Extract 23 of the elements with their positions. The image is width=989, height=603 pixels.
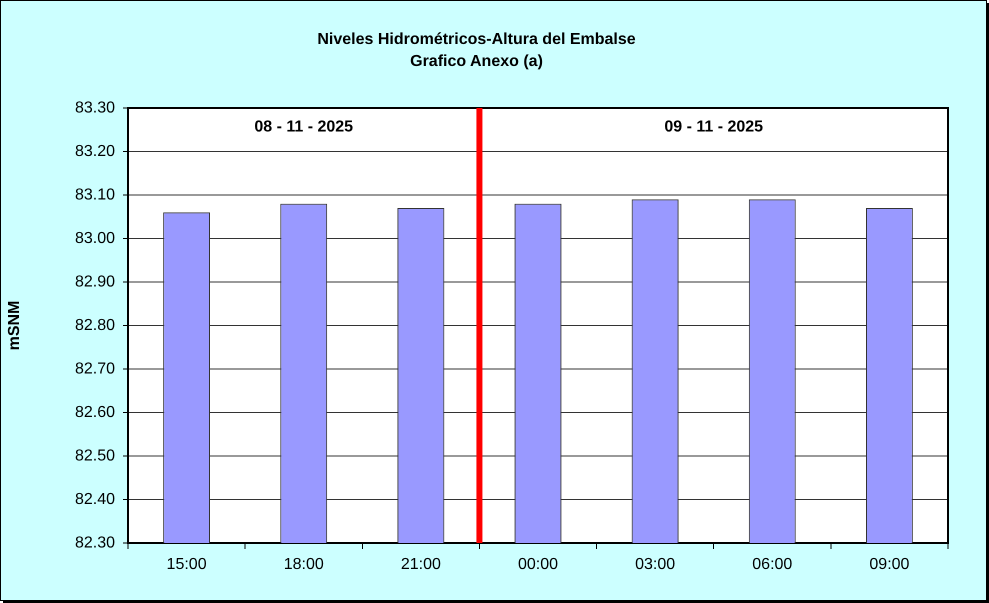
y-tick-label: 82.40 xyxy=(74,490,116,508)
annotation: 08 - 11 - 2025 xyxy=(254,118,354,136)
x-tick-label: 18:00 xyxy=(284,556,324,574)
y-tick-label: 82.60 xyxy=(74,404,116,421)
x-tick-label: 06:00 xyxy=(752,556,792,574)
x-tick-label: 00:00 xyxy=(518,556,558,574)
x-tick-label: 09:00 xyxy=(869,556,910,574)
y-tick-label: 82.50 xyxy=(74,447,116,464)
y-tick-label: 82.90 xyxy=(74,273,116,290)
y-tick-label: 83.30 xyxy=(74,99,116,116)
y-tick-label: 82.80 xyxy=(74,316,116,334)
y-tick-label: 83.20 xyxy=(74,142,116,160)
y-tick-label: 82.70 xyxy=(74,360,116,378)
y-tick-label: 83.00 xyxy=(74,230,116,247)
chart-subtitle: Grafico Anexo (a) xyxy=(410,53,543,70)
x-tick-label: 03:00 xyxy=(635,556,676,574)
y-axis-title: mSNM xyxy=(6,300,24,350)
y-tick-label: 83.10 xyxy=(74,186,116,204)
y-tick-label: 82.30 xyxy=(74,534,116,552)
x-tick-label: 15:00 xyxy=(166,556,207,574)
x-tick-label: 21:00 xyxy=(400,556,441,574)
chart-title: Niveles Hidrométricos-Altura del Embalse xyxy=(317,31,636,48)
annotation: 09 - 11 - 2025 xyxy=(664,118,764,136)
